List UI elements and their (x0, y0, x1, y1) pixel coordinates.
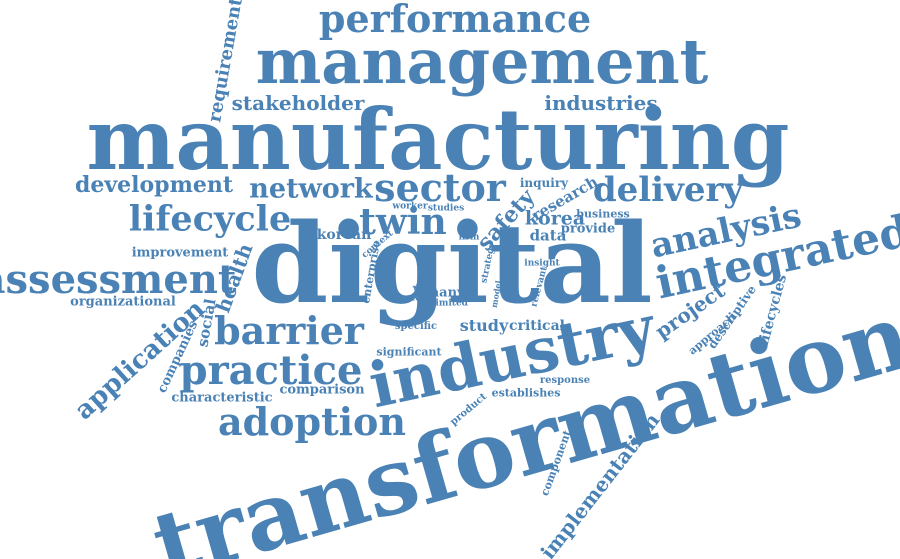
word-critical: critical (509, 318, 565, 334)
word-many: many (425, 285, 465, 301)
word-korea: korea (524, 207, 586, 230)
word-organizational: organizational (70, 294, 176, 310)
word-improvement: improvement (131, 245, 229, 261)
word-data: data (529, 226, 567, 245)
word-adoption: adoption (217, 399, 407, 444)
word-characteristic: characteristic (171, 390, 273, 406)
word-lifecycle: lifecycle (128, 198, 292, 240)
word-limited: limited (432, 298, 468, 309)
word-firm: firm (458, 232, 480, 243)
word-management: management (255, 25, 709, 98)
word-insight: insight (524, 258, 560, 269)
word-provide: provide (560, 221, 616, 237)
word-comparison: comparison (279, 382, 365, 398)
word-significant: significant (376, 345, 442, 359)
word-network: network (249, 173, 373, 205)
word-digital: digital (251, 199, 653, 328)
word-response: response (539, 375, 591, 386)
word-study: study (459, 316, 509, 335)
word-value: value (413, 283, 437, 293)
word-worker: worker (392, 201, 428, 212)
word-benefit: benefit (396, 293, 432, 304)
word-korean: korean (316, 227, 372, 243)
word-assessment: assessment (0, 256, 237, 303)
word-specific: specific (394, 321, 438, 332)
word-studies: studies (427, 203, 465, 214)
word-delivery: delivery (592, 170, 744, 210)
word-twin: twin (359, 201, 447, 243)
word-performance: performance (318, 0, 592, 41)
word-sector: sector (374, 165, 506, 210)
word-barrier: barrier (214, 308, 364, 353)
word-manufacturing: manufacturing (86, 90, 790, 189)
word-inquiry: inquiry (519, 176, 569, 190)
word-establishes: establishes (491, 386, 561, 400)
word-business: business (576, 207, 630, 221)
word-industries: industries (544, 91, 658, 115)
word-development: development (74, 172, 234, 198)
word-stakeholder: stakeholder (231, 91, 365, 115)
word-practice: practice (179, 347, 363, 394)
